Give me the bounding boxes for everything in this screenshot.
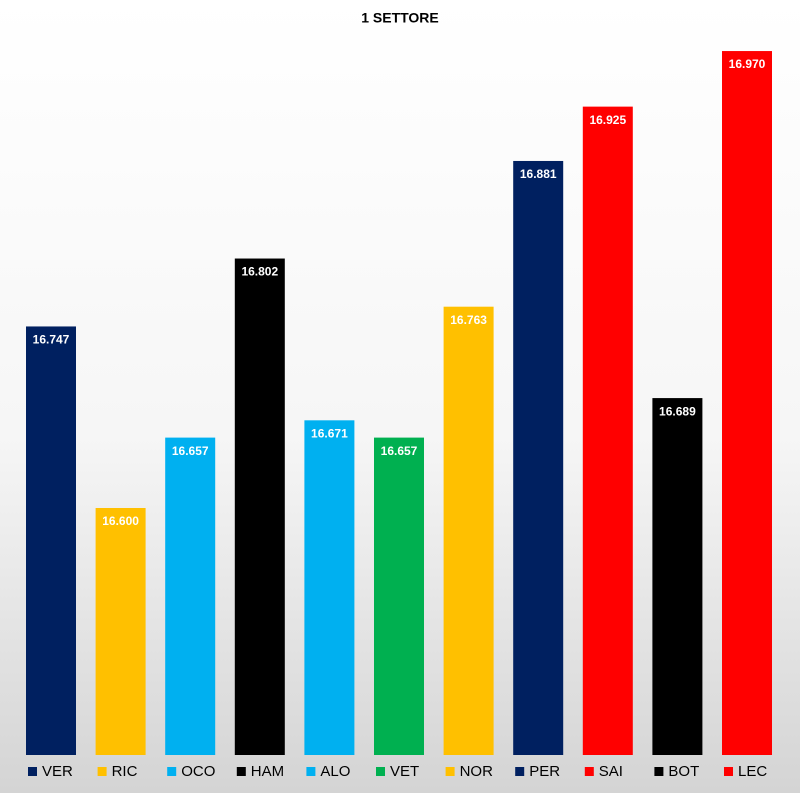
- value-label: 16.925: [589, 113, 626, 127]
- legend-marker: [445, 767, 455, 776]
- legend-marker: [724, 767, 733, 776]
- bar: [234, 258, 285, 755]
- value-label: 16.657: [381, 444, 418, 458]
- value-label: 16.600: [102, 514, 139, 528]
- value-label: 16.671: [311, 426, 348, 440]
- bar: [26, 326, 76, 755]
- value-label: 16.747: [33, 333, 70, 347]
- legend-label: NOR: [460, 763, 494, 780]
- legend-marker: [306, 767, 316, 776]
- bar: [443, 306, 494, 755]
- legend-marker: [167, 767, 177, 776]
- legend-label: VET: [390, 763, 419, 780]
- bar: [652, 398, 703, 755]
- value-label: 16.689: [659, 404, 696, 418]
- legend-label: SAI: [599, 763, 623, 780]
- value-label: 16.802: [241, 265, 278, 279]
- legend-marker: [654, 767, 664, 776]
- legend-label: HAM: [251, 763, 284, 780]
- value-label: 16.763: [450, 313, 487, 327]
- bar: [95, 508, 146, 755]
- bar: [722, 51, 772, 756]
- value-label: 16.970: [729, 57, 766, 71]
- legend-marker: [236, 767, 246, 776]
- value-label: 16.657: [172, 444, 209, 458]
- legend-marker: [584, 767, 594, 776]
- legend-marker: [97, 767, 107, 776]
- legend-label: VER: [42, 763, 73, 780]
- bar: [374, 437, 424, 755]
- legend-marker: [28, 767, 37, 776]
- legend-label: OCO: [181, 763, 215, 780]
- legend-label: LEC: [738, 763, 767, 780]
- bar: [513, 160, 564, 756]
- legend-marker: [515, 767, 525, 776]
- legend-marker: [376, 767, 385, 776]
- legend-label: PER: [529, 763, 560, 780]
- chart-title: 1 SETTORE: [361, 10, 439, 26]
- bar: [165, 437, 216, 755]
- legend-label: RIC: [112, 763, 138, 780]
- legend-label: ALO: [320, 763, 350, 780]
- bar: [582, 106, 633, 755]
- bar: [304, 420, 355, 755]
- legend-label: BOT: [668, 763, 699, 780]
- value-label: 16.881: [520, 167, 557, 181]
